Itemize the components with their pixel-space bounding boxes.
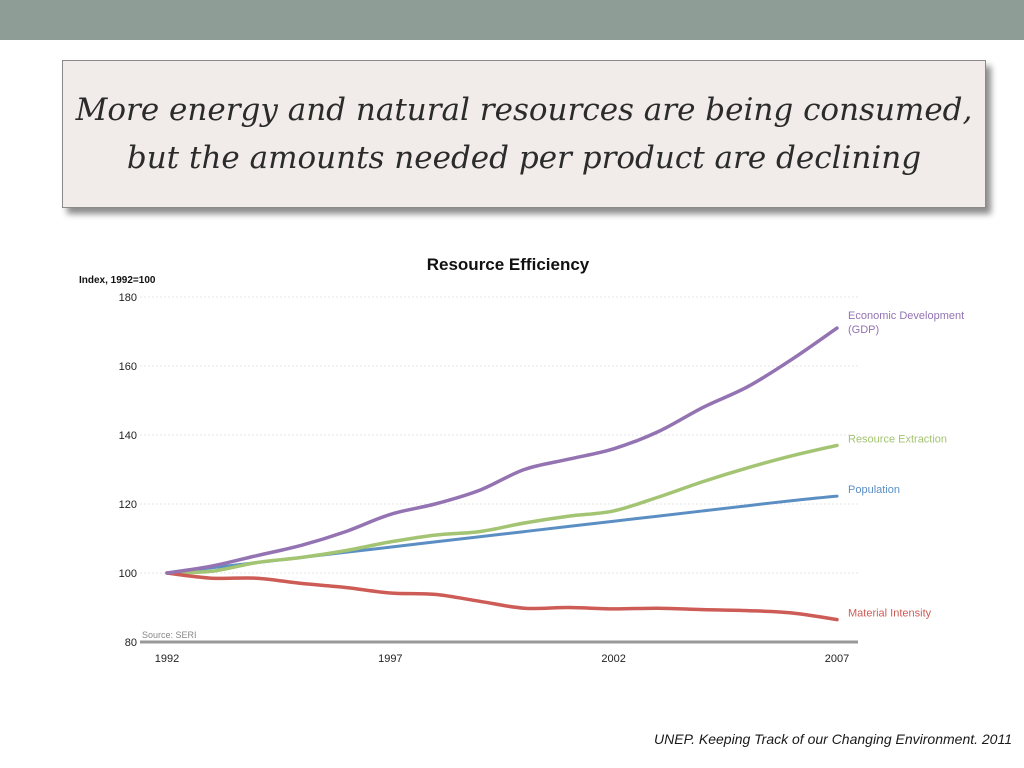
x-tick-label: 2007 xyxy=(825,653,849,665)
y-tick-label: 140 xyxy=(119,430,137,442)
source-note: Source: SERI xyxy=(142,630,197,640)
y-tick-label: 160 xyxy=(119,361,137,373)
headline-line-2: but the amounts needed per product are d… xyxy=(126,140,922,176)
y-tick-label: 100 xyxy=(119,568,137,580)
series-line-material-intensity xyxy=(165,571,839,622)
chart-title: Resource Efficiency xyxy=(427,255,590,274)
resource-efficiency-chart: Resource Efficiency Index, 1992=100 80 10… xyxy=(79,255,964,665)
axes: 80 100 120 140 160 180 1992 1997 2002 2007 xyxy=(119,292,858,665)
series-label-population: Population xyxy=(848,484,900,496)
headline-box: More energy and natural resources are be… xyxy=(62,60,986,208)
y-tick-label: 80 xyxy=(125,637,137,649)
x-tick-label: 1992 xyxy=(155,653,179,665)
series-lines xyxy=(165,326,839,622)
series-label-economic-development-gdp: (GDP) xyxy=(848,324,879,336)
series-labels: Economic Development (GDP) Resource Extrac… xyxy=(848,310,964,620)
series-label-resource-extraction: Resource Extraction xyxy=(848,433,947,445)
series-label-economic-development-gdp: Economic Development xyxy=(848,310,964,322)
series-line-resource-extraction xyxy=(165,443,839,575)
series-line-economic-development-gdp xyxy=(165,326,839,575)
grid-lines xyxy=(140,296,858,574)
y-tick-label: 180 xyxy=(119,292,137,304)
citation-text: UNEP. Keeping Track of our Changing Envi… xyxy=(654,731,1012,747)
x-tick-label: 2002 xyxy=(601,653,625,665)
y-axis-label: Index, 1992=100 xyxy=(79,275,156,286)
series-label-material-intensity: Material Intensity xyxy=(848,608,932,620)
top-banner-bar xyxy=(0,0,1024,40)
headline-line-1: More energy and natural resources are be… xyxy=(75,92,973,128)
y-tick-label: 120 xyxy=(119,499,137,511)
x-tick-label: 1997 xyxy=(378,653,402,665)
